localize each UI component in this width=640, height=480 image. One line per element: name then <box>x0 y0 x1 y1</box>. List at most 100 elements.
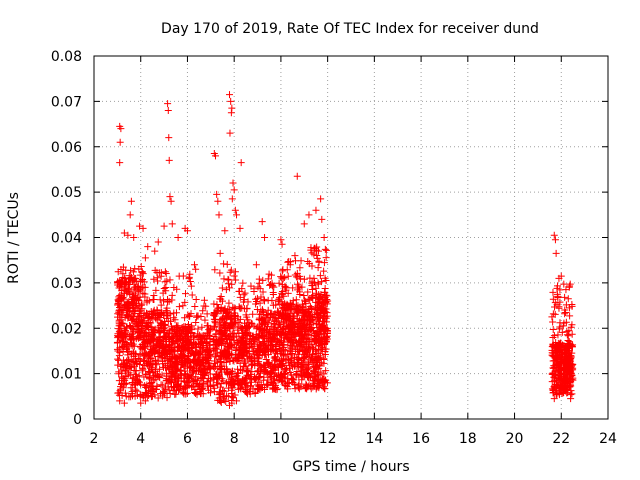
data-point <box>236 224 244 232</box>
data-point <box>132 303 140 311</box>
data-point <box>267 271 275 279</box>
data-point <box>165 386 173 394</box>
data-point <box>147 314 155 322</box>
data-point <box>554 339 562 347</box>
data-point <box>192 296 200 304</box>
data-point <box>166 377 174 385</box>
data-point <box>268 297 276 305</box>
data-point <box>309 292 317 300</box>
data-point <box>124 364 132 372</box>
data-point <box>312 284 320 292</box>
data-point <box>123 311 131 319</box>
data-point <box>213 370 221 378</box>
data-point <box>114 361 122 369</box>
data-point <box>321 350 329 358</box>
x-tick-label: 10 <box>272 431 290 447</box>
data-point <box>166 193 174 201</box>
data-point <box>559 342 567 350</box>
data-point <box>167 317 175 325</box>
data-point <box>116 344 124 352</box>
data-point <box>293 304 301 312</box>
data-point <box>222 353 230 361</box>
data-point <box>307 383 315 391</box>
data-point <box>557 353 565 361</box>
data-point <box>187 310 195 318</box>
data-point <box>142 370 150 378</box>
data-point <box>203 338 211 346</box>
data-point <box>199 370 207 378</box>
data-point <box>229 393 237 401</box>
y-tick-label: 0 <box>73 412 82 428</box>
data-point <box>239 298 247 306</box>
data-point <box>247 370 255 378</box>
data-point <box>278 291 286 299</box>
data-point <box>291 324 299 332</box>
data-point <box>249 332 257 340</box>
data-point <box>269 288 277 296</box>
data-point <box>115 370 123 378</box>
data-point <box>130 289 138 297</box>
data-point <box>227 266 235 274</box>
data-point <box>201 351 209 359</box>
data-point <box>116 303 124 311</box>
data-point <box>319 383 327 391</box>
data-point <box>270 319 278 327</box>
data-point <box>255 275 263 283</box>
data-point <box>320 234 328 241</box>
data-point <box>139 365 147 373</box>
data-point <box>240 319 248 327</box>
data-point <box>564 295 572 303</box>
data-point <box>317 377 325 385</box>
y-tick-label: 0.08 <box>51 49 82 65</box>
data-point <box>283 266 291 274</box>
data-point <box>148 325 156 333</box>
data-point <box>225 339 233 347</box>
data-point <box>223 260 231 268</box>
data-point <box>116 397 124 405</box>
data-point <box>557 272 565 280</box>
data-point <box>558 328 566 336</box>
data-point <box>211 152 219 160</box>
data-point <box>309 319 317 327</box>
data-point <box>223 327 231 335</box>
data-point <box>556 286 564 294</box>
data-point <box>302 309 310 317</box>
data-point <box>313 331 321 339</box>
data-point <box>255 331 263 339</box>
data-point <box>255 382 263 390</box>
data-point <box>229 179 237 187</box>
data-point <box>236 293 244 301</box>
data-point <box>308 282 316 290</box>
data-point <box>564 332 572 340</box>
data-point <box>255 374 263 382</box>
y-tick-label: 0.06 <box>51 140 82 156</box>
data-point <box>136 329 144 337</box>
data-point <box>216 396 224 404</box>
data-point <box>192 318 200 326</box>
data-point <box>295 320 303 328</box>
data-point <box>120 399 128 407</box>
data-point <box>183 389 191 397</box>
data-point <box>553 301 561 309</box>
data-point <box>134 282 142 290</box>
data-point <box>565 304 573 312</box>
data-point <box>179 388 187 396</box>
data-point <box>161 268 169 276</box>
data-point <box>178 360 186 368</box>
data-point <box>257 365 265 373</box>
data-point <box>227 310 235 318</box>
data-point <box>237 159 245 167</box>
data-point <box>164 106 172 114</box>
data-point <box>119 348 127 356</box>
data-point <box>239 377 247 385</box>
data-point <box>146 355 154 363</box>
data-point <box>255 362 263 370</box>
data-point <box>235 379 243 387</box>
x-tick-label: 6 <box>183 431 192 447</box>
data-point <box>212 326 220 334</box>
data-point <box>307 311 315 319</box>
data-point <box>201 369 209 377</box>
data-point <box>242 330 250 338</box>
data-point <box>562 286 570 294</box>
data-point <box>158 351 166 359</box>
